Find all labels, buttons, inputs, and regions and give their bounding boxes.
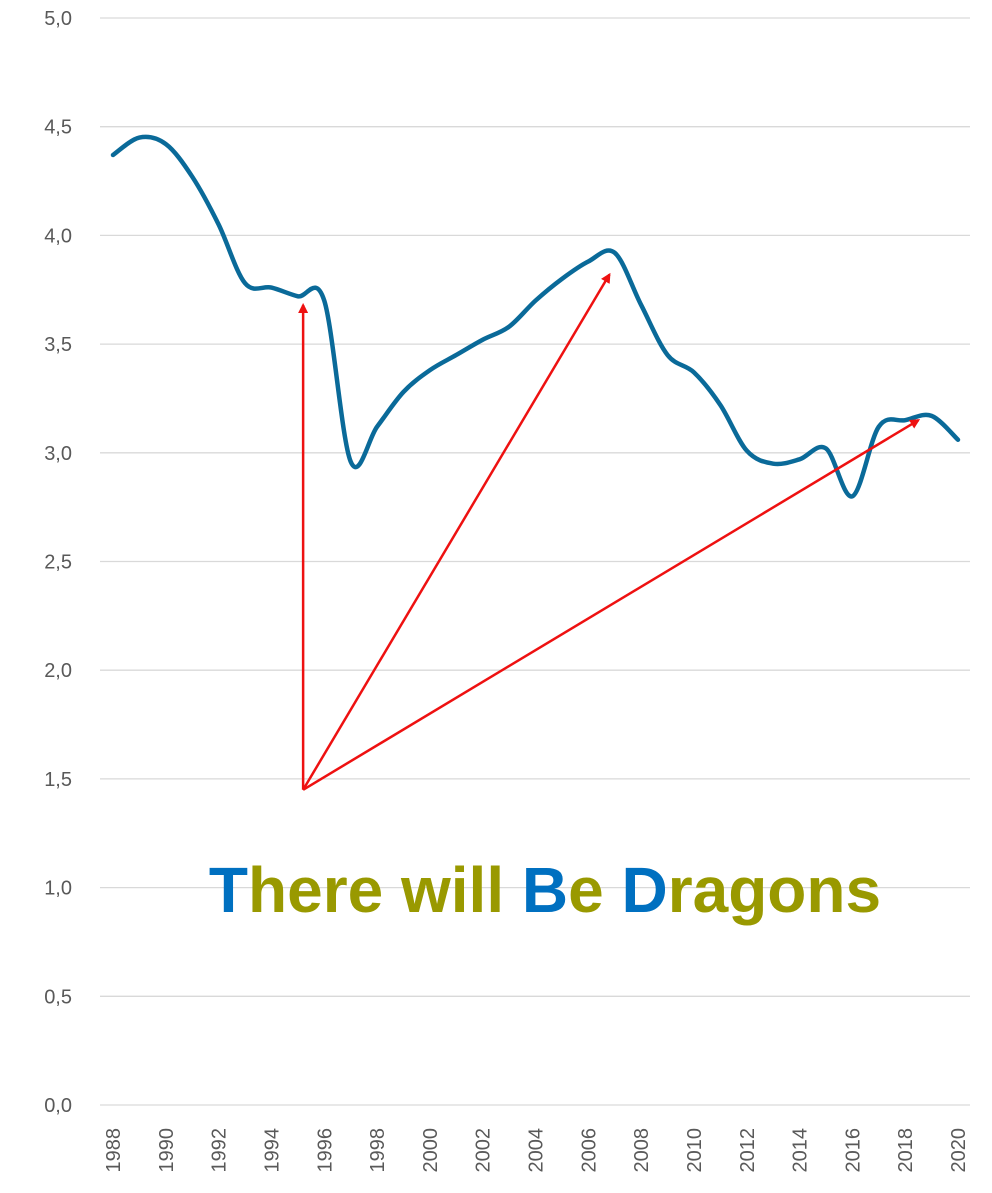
x-tick-label: 2010 bbox=[684, 1128, 706, 1173]
annotation-arrows bbox=[298, 272, 921, 791]
y-tick-label: 0,0 bbox=[44, 1095, 72, 1117]
x-tick-label: 2006 bbox=[578, 1128, 600, 1173]
banner-text-part: e bbox=[568, 854, 621, 926]
banner-text-part: D bbox=[621, 854, 667, 926]
banner-text-part: ragons bbox=[668, 854, 881, 926]
x-tick-label: 2016 bbox=[842, 1128, 864, 1173]
x-tick-label: 2002 bbox=[473, 1128, 495, 1173]
x-tick-label: 2000 bbox=[420, 1128, 442, 1173]
series-line bbox=[110, 134, 961, 499]
x-tick-label: 2004 bbox=[526, 1128, 548, 1173]
y-tick-label: 4,5 bbox=[44, 117, 72, 139]
x-tick-label: 2018 bbox=[895, 1128, 917, 1173]
x-tick-label: 2012 bbox=[737, 1128, 759, 1173]
x-tick-label: 2014 bbox=[790, 1128, 812, 1173]
x-tick-label: 2008 bbox=[631, 1128, 653, 1173]
banner-text-part: B bbox=[522, 854, 568, 926]
x-tick-label: 1996 bbox=[314, 1128, 336, 1173]
y-tick-label: 3,5 bbox=[44, 334, 72, 356]
banner-text-part: here will bbox=[248, 854, 522, 926]
x-tick-label: 2020 bbox=[948, 1128, 970, 1173]
gridlines bbox=[100, 17, 970, 1106]
y-tick-label: 3,0 bbox=[44, 443, 72, 465]
y-tick-label: 1,0 bbox=[44, 878, 72, 900]
annotation-arrow bbox=[302, 419, 921, 791]
y-tick-label: 2,5 bbox=[44, 552, 72, 574]
y-tick-label: 1,5 bbox=[44, 769, 72, 791]
x-tick-label: 1990 bbox=[156, 1128, 178, 1173]
y-tick-label: 4,0 bbox=[44, 225, 72, 247]
y-axis-tick-labels: 0,0 0,5 1,0 1,5 2,0 2,5 3,0 3,5 4,0 4,5 5,0 bbox=[44, 8, 72, 1117]
x-tick-label: 1992 bbox=[209, 1128, 231, 1173]
annotation-banner: There will Be Dragons bbox=[209, 854, 881, 926]
y-tick-label: 2,0 bbox=[44, 660, 72, 682]
annotation-arrow bbox=[302, 272, 611, 791]
x-tick-label: 1994 bbox=[261, 1128, 283, 1173]
banner-text-part: T bbox=[209, 854, 248, 926]
x-tick-label: 1998 bbox=[367, 1128, 389, 1173]
y-tick-label: 5,0 bbox=[44, 8, 72, 30]
x-axis-tick-labels: 1988 1990 1992 1994 1996 1998 2000 2002 2004 2006… bbox=[103, 1128, 970, 1173]
x-tick-label: 1988 bbox=[103, 1128, 125, 1173]
y-tick-label: 0,5 bbox=[44, 986, 72, 1008]
series-layer bbox=[110, 134, 961, 499]
